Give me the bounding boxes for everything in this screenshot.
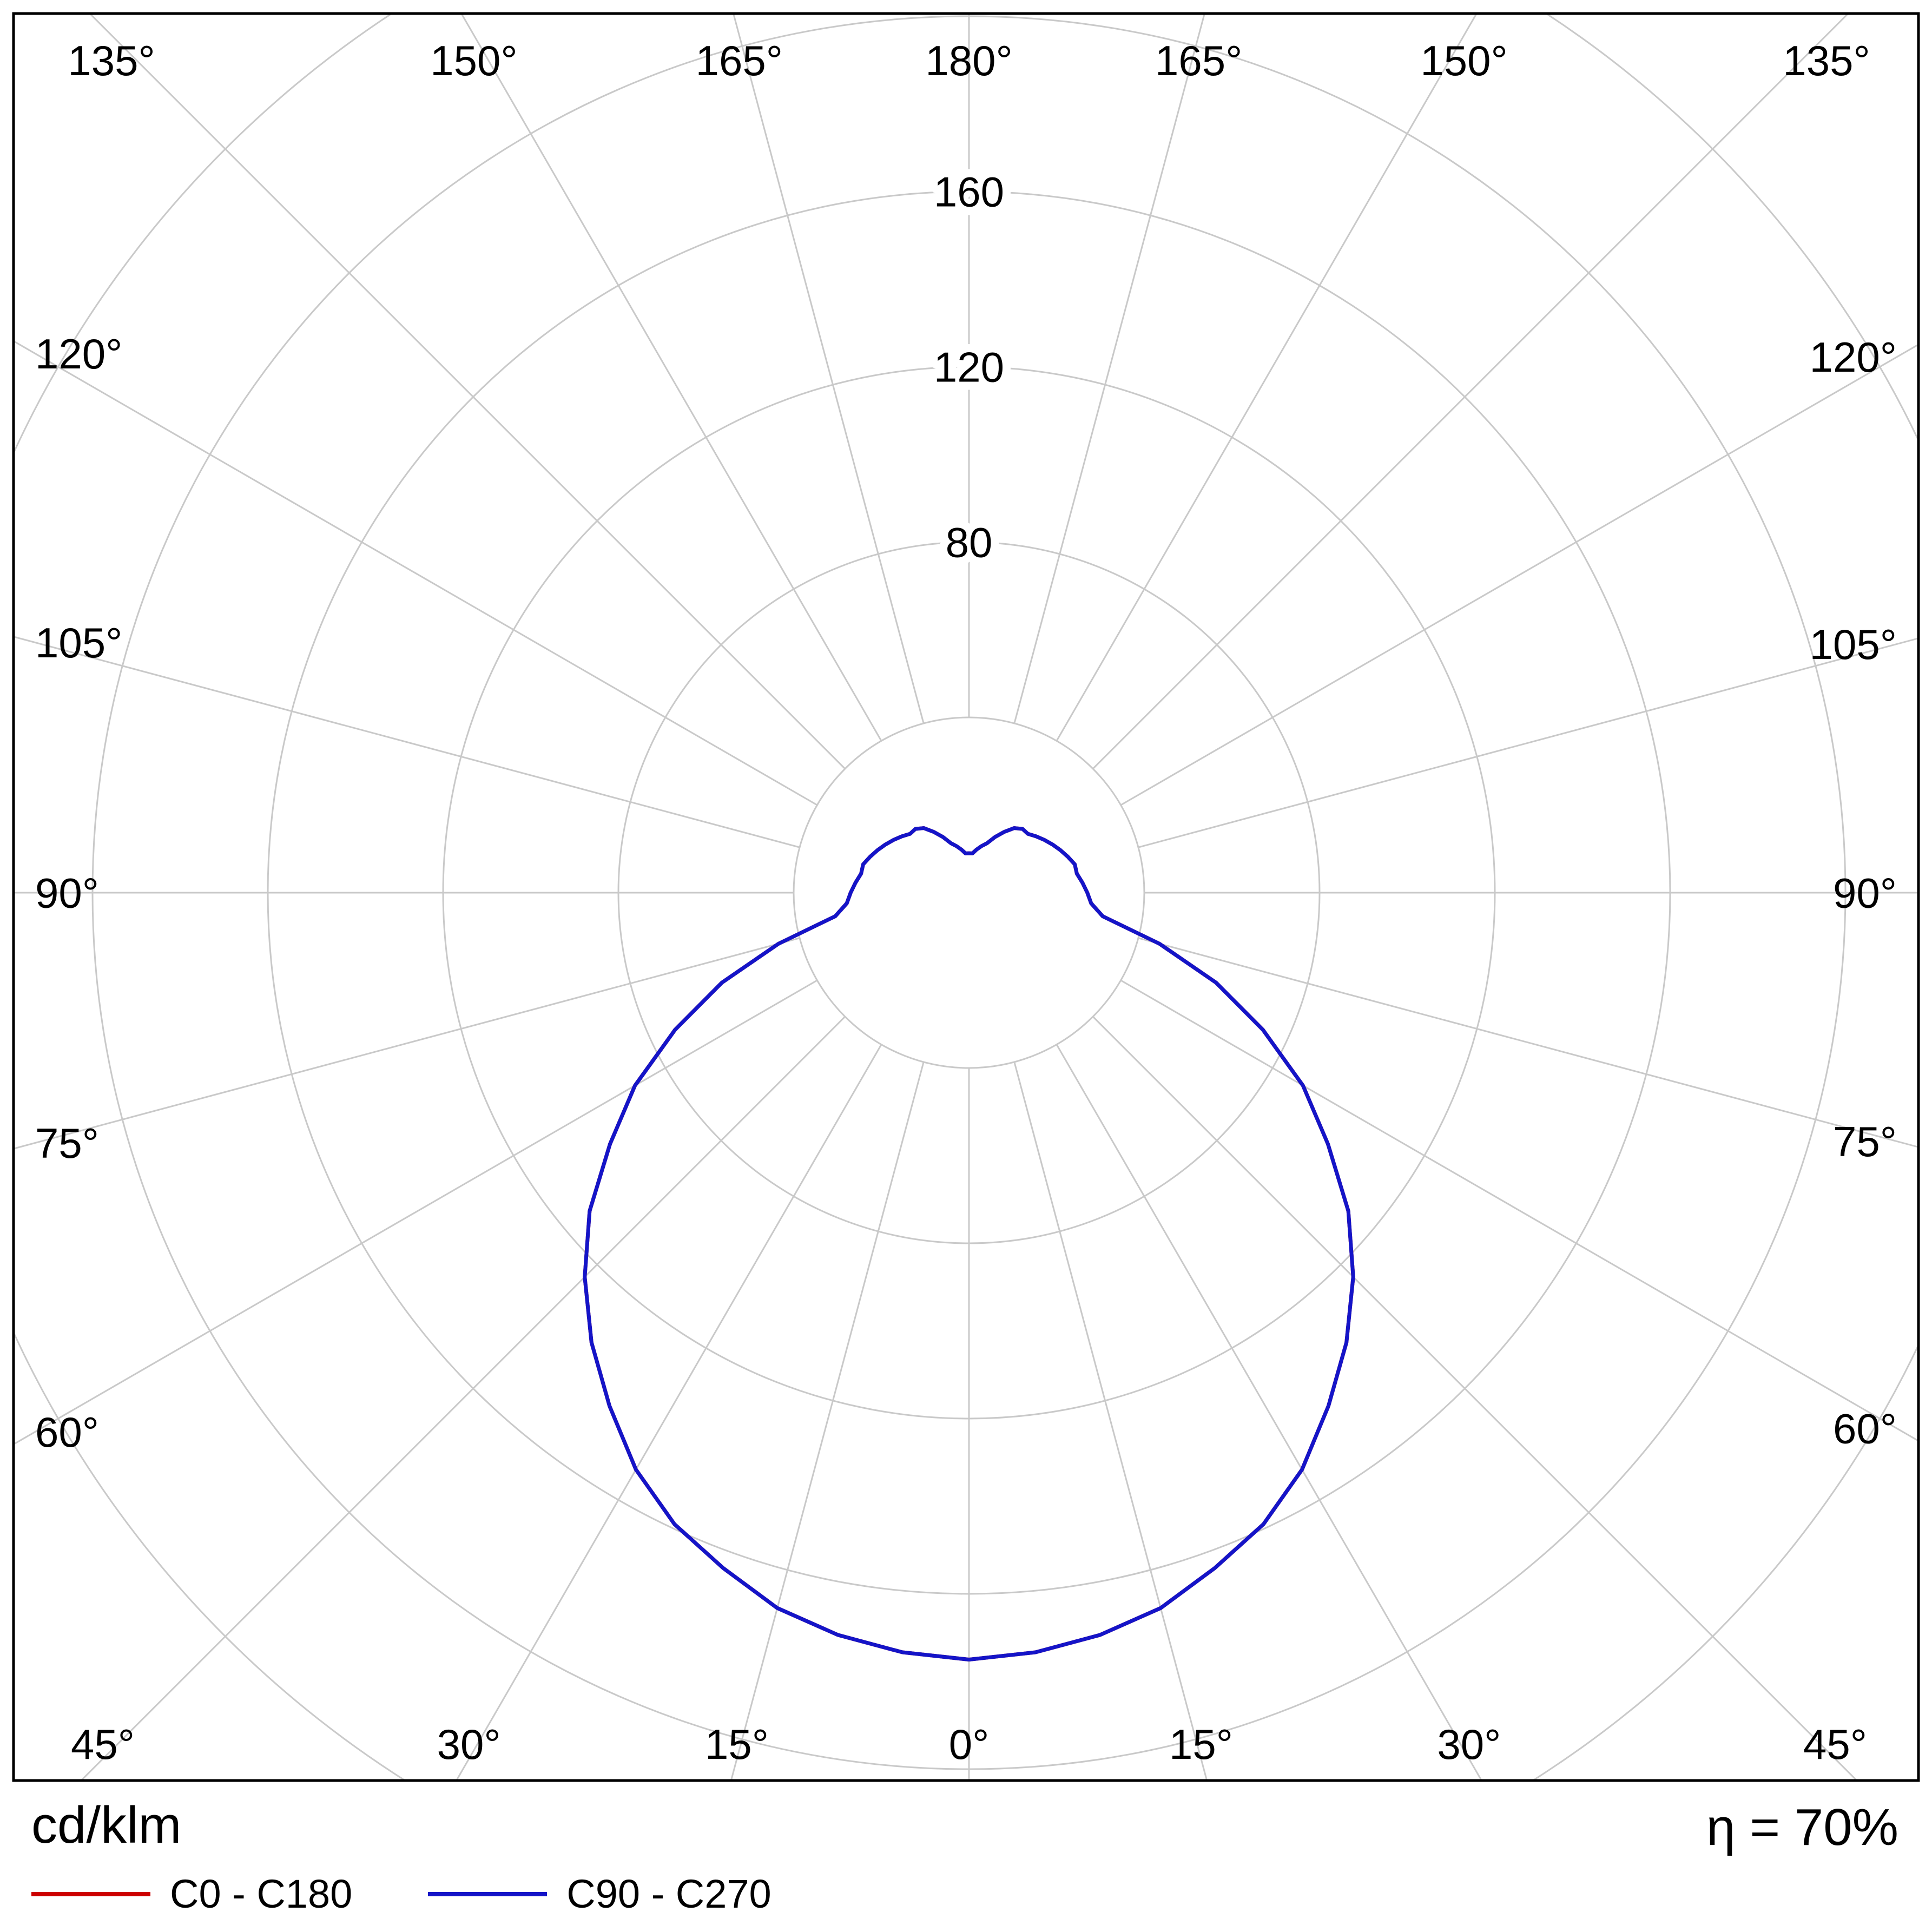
radial-units-label: cd/klm — [31, 1796, 182, 1854]
angle-tick-label: 45° — [1803, 1720, 1867, 1768]
angle-tick-label: 105° — [35, 619, 122, 667]
c0-c180-line-swatch — [31, 1891, 150, 1896]
angle-tick-label: 60° — [1833, 1405, 1897, 1452]
angle-tick-label: 150° — [430, 37, 517, 84]
angle-tick-label: 135° — [68, 37, 155, 84]
angle-tick-label: 90° — [1833, 869, 1897, 916]
legend: C0 - C180 C90 - C270 — [31, 1871, 772, 1917]
c90-c270-line-swatch — [428, 1891, 548, 1896]
legend-item-c0-c180: C0 - C180 — [31, 1871, 352, 1917]
legend-item-c90-c270: C90 - C270 — [428, 1871, 772, 1917]
angle-tick-label: 60° — [35, 1408, 99, 1456]
c90-c270-legend-label: C90 - C270 — [566, 1871, 772, 1916]
angle-tick-label: 30° — [1437, 1720, 1501, 1768]
intensity-curves — [583, 826, 1355, 1661]
curve-c90-c270 — [583, 826, 1355, 1661]
radial-tick-label: 160 — [934, 168, 1004, 215]
angle-tick-label: 90° — [35, 869, 99, 916]
angle-tick-label: 45° — [71, 1720, 135, 1768]
angle-tick-label: 75° — [35, 1119, 99, 1167]
chart-footer: cd/klm η = 70% C0 - C180 C90 - C270 — [0, 1781, 1932, 1932]
angle-tick-label: 75° — [1833, 1118, 1897, 1165]
radial-tick-label: 120 — [934, 343, 1004, 391]
c0-c180-legend-label: C0 - C180 — [170, 1871, 353, 1916]
angle-tick-label: 180° — [925, 37, 1012, 84]
angle-tick-label: 120° — [1810, 333, 1897, 381]
radial-tick-label: 80 — [946, 518, 993, 566]
angle-tick-label: 105° — [1810, 621, 1897, 668]
angle-tick-label: 150° — [1420, 37, 1507, 84]
radial-tick-labels: 80 120 160 — [926, 160, 1012, 574]
angle-tick-label: 120° — [35, 330, 122, 378]
angle-tick-label: 135° — [1783, 37, 1870, 84]
light-output-ratio-label: η = 70% — [1706, 1798, 1898, 1856]
angle-tick-label: 165° — [1155, 37, 1242, 84]
angle-tick-labels: 0° 15° 15° 30° 30° 45° 45° 60° 60° 75° 75° 90° 90° 10… — [35, 37, 1897, 1768]
angle-tick-label: 15° — [1169, 1720, 1233, 1768]
plot-frame — [12, 12, 1920, 1782]
angle-tick-label: 30° — [437, 1720, 501, 1768]
angle-tick-label: 165° — [696, 37, 783, 84]
angle-tick-label: 0° — [949, 1720, 990, 1768]
angle-tick-label: 15° — [705, 1720, 769, 1768]
